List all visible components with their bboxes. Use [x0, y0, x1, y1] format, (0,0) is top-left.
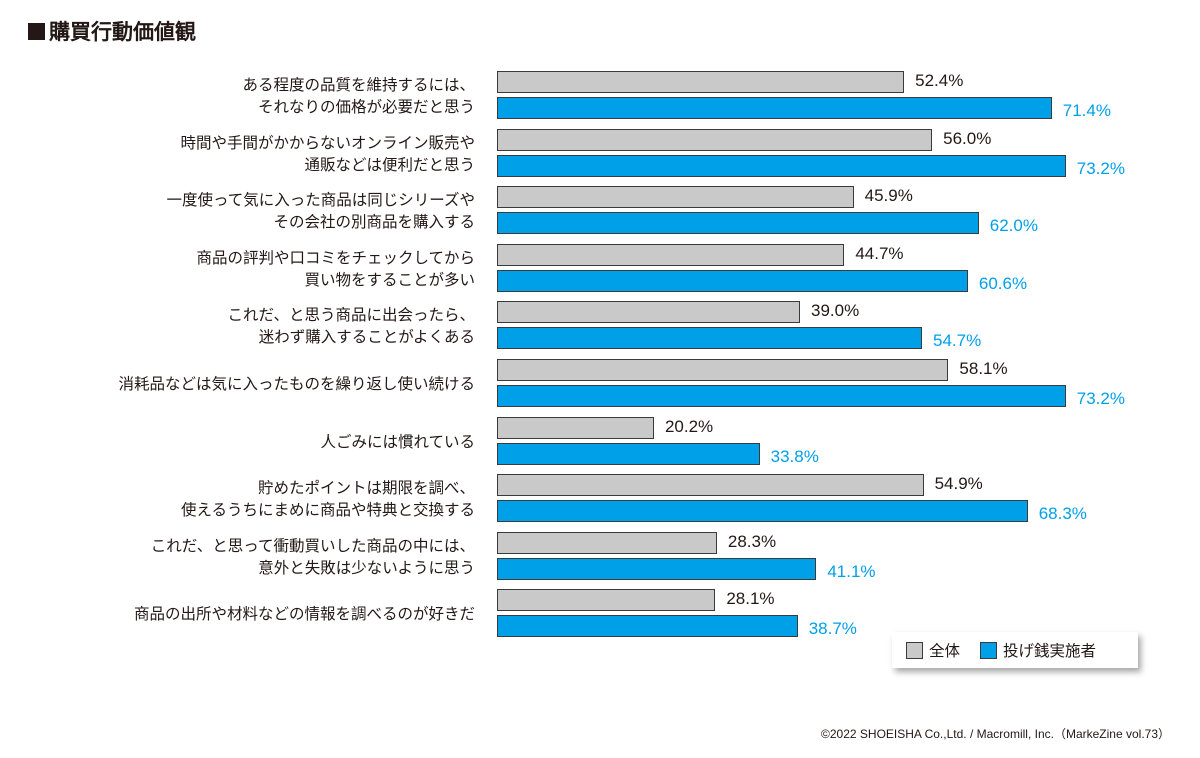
bar-tip [497, 442, 760, 465]
category-label-line: 使えるうちにまめに商品や特典と交換する [180, 501, 475, 520]
category-label-line: これだ、と思って衝動買いした商品の中には、 [150, 536, 475, 555]
bar-total [497, 128, 933, 151]
data-label-total: 45.9% [864, 186, 913, 206]
data-label-tip: 38.7% [808, 619, 857, 639]
legend: 全体 投げ銭実施者 [892, 632, 1138, 668]
data-label-tip: 73.2% [1076, 389, 1125, 408]
category-label: 一度使って気に入った商品は同じシリーズやその会社の別商品を購入する [167, 189, 475, 233]
category-label: 時間や手間がかからないオンライン販売や通販などは便利だと思う [180, 132, 475, 176]
data-label-tip: 71.4% [1062, 101, 1111, 120]
bar-total [497, 474, 924, 497]
data-label-tip: 41.1% [827, 561, 876, 581]
category-label-line: 商品の評判や口コミをチェックしてから [196, 248, 475, 267]
data-label-tip: 60.6% [978, 273, 1028, 293]
data-label-total: 28.1% [726, 589, 775, 609]
bar-tip [497, 557, 817, 580]
chart-title: 購買行動価値観 [28, 16, 196, 46]
bar-total [497, 589, 716, 612]
title-square-icon [28, 23, 45, 40]
category-label: これだ、と思って衝動買いした商品の中には、意外と失敗は少ないように思う [151, 535, 475, 579]
bar-tip [497, 385, 1066, 407]
bar-total [497, 243, 845, 266]
bar-tip [497, 269, 968, 292]
legend-item-tip: 投げ銭実施者 [980, 639, 1096, 661]
category-label-line: 一度使って気に入った商品は同じシリーズや [166, 191, 475, 210]
legend-label-total: 全体 [929, 642, 961, 660]
legend-swatch-total [906, 641, 923, 659]
category-label: ある程度の品質を維持するには、それなりの価格が必要だと思う [242, 74, 475, 118]
data-label-total: 52.4% [915, 71, 964, 90]
category-label-line: 通販などは便利だと思う [304, 155, 475, 174]
bar-tip [497, 327, 923, 350]
data-label-tip: 68.3% [1038, 504, 1087, 524]
data-label-total: 54.9% [934, 474, 983, 494]
category-label-line: これだ、と思う商品に出会ったら、 [227, 306, 475, 325]
category-label: 人ごみには慣れている [320, 431, 475, 453]
data-label-tip: 73.2% [1076, 158, 1125, 178]
data-label-total: 44.7% [855, 243, 904, 263]
bar-tip [497, 154, 1066, 177]
category-label-line: その会社の別商品を購入する [273, 213, 475, 232]
category-label: 商品の評判や口コミをチェックしてから買い物をすることが多い [196, 247, 475, 291]
category-label-line: 商品の出所や材料などの情報を調べるのが好きだ [133, 605, 475, 624]
category-label: 消耗品などは気に入ったものを繰り返し使い続ける [118, 373, 475, 395]
category-label-line: 消耗品などは気に入ったものを繰り返し使い続ける [118, 375, 475, 393]
category-label: 貯めたポイントは期限を調べ、使えるうちにまめに商品や特典と交換する [181, 477, 475, 521]
bar-tip [497, 212, 979, 235]
data-label-tip: 54.7% [933, 331, 982, 351]
legend-swatch-tip [980, 641, 998, 659]
category-label-line: 迷わず購入することがよくある [258, 328, 475, 347]
category-label-line: 時間や手間がかからないオンライン販売や [180, 133, 475, 152]
bar-total [497, 416, 654, 439]
category-label-line: それなりの価格が必要だと思う [257, 98, 475, 116]
data-label-total: 28.3% [727, 531, 777, 551]
category-label-line: 人ごみには慣れている [320, 432, 475, 451]
bar-total [497, 301, 801, 324]
category-label: 商品の出所や材料などの情報を調べるのが好きだ [134, 603, 475, 625]
bar-total [497, 186, 854, 209]
bar-total [497, 71, 905, 93]
data-label-tip: 33.8% [770, 446, 819, 466]
category-label-line: 貯めたポイントは期限を調べ、 [257, 479, 475, 498]
legend-item-total: 全体 [906, 639, 960, 661]
data-label-total: 20.2% [664, 416, 714, 436]
bar-total [497, 359, 949, 381]
category-label-line: 買い物をすることが多い [304, 270, 475, 289]
category-label: これだ、と思う商品に出会ったら、迷わず購入することがよくある [227, 304, 475, 348]
category-label-line: 意外と失敗は少ないように思う [258, 558, 475, 577]
copyright-credit: ©2022 SHOEISHA Co.,Ltd. / Macromill, Inc… [821, 727, 1170, 741]
bar-tip [497, 500, 1028, 523]
data-label-tip: 62.0% [989, 216, 1038, 236]
data-label-total: 39.0% [811, 301, 860, 321]
legend-label-tip: 投げ銭実施者 [1003, 642, 1097, 660]
category-label-line: ある程度の品質を維持するには、 [242, 76, 475, 94]
bar-total [497, 531, 717, 554]
bar-tip [497, 97, 1052, 119]
bar-tip [497, 615, 798, 638]
data-label-total: 56.0% [943, 128, 992, 148]
data-label-total: 58.1% [959, 359, 1008, 378]
chart-title-text: 購買行動価値観 [49, 20, 196, 44]
